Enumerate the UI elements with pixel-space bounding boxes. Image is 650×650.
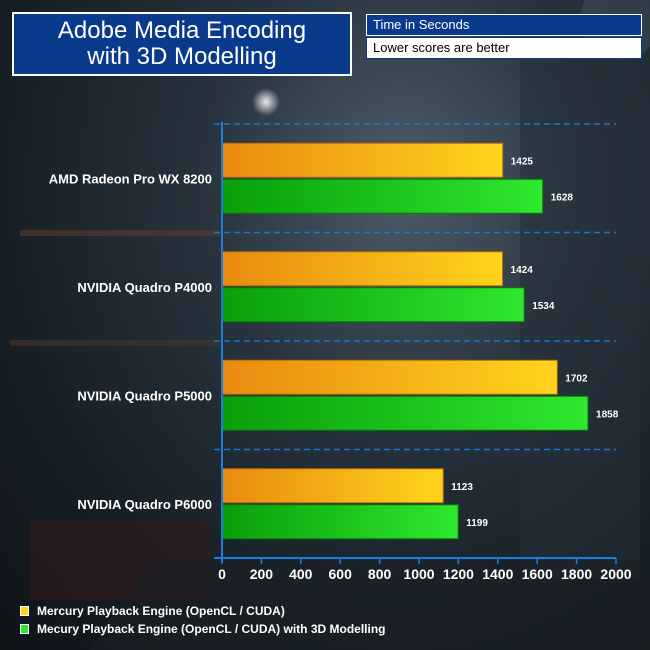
data-label: 1628 bbox=[551, 192, 574, 203]
bar bbox=[221, 395, 589, 431]
bar bbox=[221, 504, 459, 540]
bar bbox=[221, 468, 444, 504]
legend-swatch-orange bbox=[20, 606, 29, 616]
data-label: 1199 bbox=[466, 518, 488, 529]
legend-item-series1: Mercury Playback Engine (OpenCL / CUDA) bbox=[20, 602, 386, 620]
score-note: Lower scores are better bbox=[366, 37, 642, 59]
category-label: NVIDIA Quadro P5000 bbox=[77, 388, 212, 403]
data-label: 1702 bbox=[565, 373, 588, 384]
category-label: NVIDIA Quadro P6000 bbox=[77, 497, 212, 512]
x-tick-label: 1000 bbox=[403, 566, 434, 582]
category-label: NVIDIA Quadro P4000 bbox=[77, 280, 212, 295]
x-tick-label: 1400 bbox=[482, 566, 513, 582]
data-label: 1425 bbox=[511, 156, 534, 167]
x-tick-label: 400 bbox=[289, 566, 313, 582]
data-label: 1424 bbox=[511, 265, 534, 276]
bar bbox=[221, 178, 544, 214]
data-label: 1123 bbox=[451, 482, 473, 493]
data-label: 1858 bbox=[596, 409, 619, 420]
x-tick-label: 800 bbox=[368, 566, 392, 582]
legend-label-series2: Mecury Playback Engine (OpenCL / CUDA) w… bbox=[37, 622, 386, 636]
chart-title-box: Adobe Media Encoding with 3D Modelling bbox=[12, 12, 352, 76]
bar bbox=[221, 287, 525, 323]
bar bbox=[221, 142, 504, 178]
legend: Mercury Playback Engine (OpenCL / CUDA) … bbox=[20, 602, 386, 638]
x-tick-label: 0 bbox=[218, 566, 226, 582]
chart-title-line1: Adobe Media Encoding bbox=[57, 17, 307, 44]
x-tick-label: 200 bbox=[250, 566, 274, 582]
x-tick-label: 600 bbox=[329, 566, 353, 582]
x-tick-label: 1800 bbox=[561, 566, 592, 582]
chart-title-line2: with 3D Modelling bbox=[87, 43, 277, 70]
bar bbox=[221, 251, 504, 287]
x-tick-label: 1200 bbox=[443, 566, 474, 582]
legend-label-series1: Mercury Playback Engine (OpenCL / CUDA) bbox=[37, 604, 285, 618]
legend-item-series2: Mecury Playback Engine (OpenCL / CUDA) w… bbox=[20, 620, 386, 638]
legend-swatch-green bbox=[20, 624, 29, 634]
x-tick-label: 2000 bbox=[600, 566, 631, 582]
x-tick-label: 1600 bbox=[522, 566, 553, 582]
units-label: Time in Seconds bbox=[366, 14, 642, 36]
data-label: 1534 bbox=[532, 301, 555, 312]
bar bbox=[221, 359, 558, 395]
category-label: AMD Radeon Pro WX 8200 bbox=[49, 171, 212, 186]
